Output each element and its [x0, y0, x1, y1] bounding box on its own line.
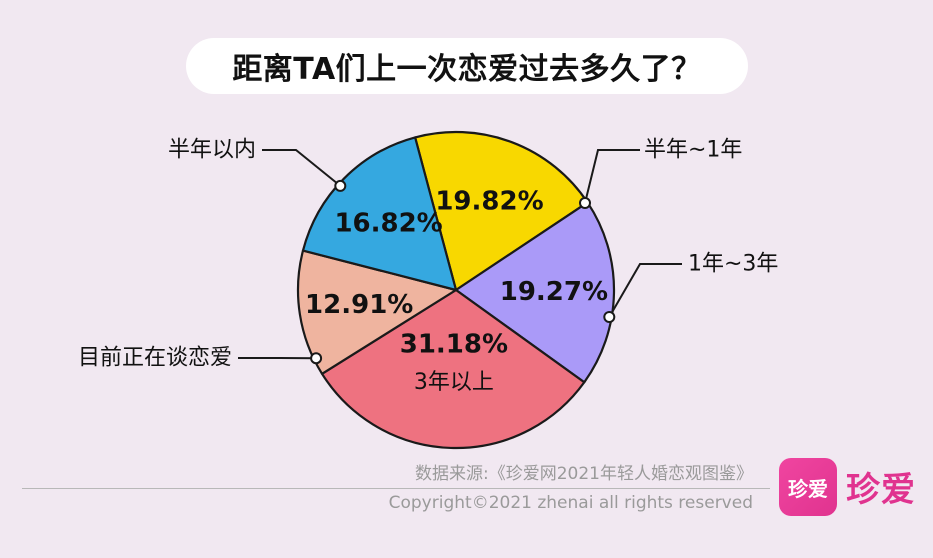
- leader-dot: [579, 197, 591, 209]
- leader-line: [608, 263, 682, 318]
- pie-slice: [296, 249, 458, 375]
- leader-line: [584, 149, 640, 204]
- slice-value-label: 16.82%: [334, 208, 442, 238]
- slice-value-label: 12.91%: [305, 290, 413, 320]
- slice-value-label: 31.18%: [400, 329, 508, 359]
- pie-slice: [414, 130, 589, 292]
- pie-slice: [320, 288, 586, 450]
- leader-dot: [310, 352, 323, 365]
- footer-divider: [22, 488, 770, 489]
- copyright-text: Copyright©2021 zhenai all rights reserve…: [388, 493, 753, 513]
- logo-badge-text: 珍爱: [788, 476, 828, 501]
- leader-dot: [603, 311, 616, 323]
- slice-value-label: 19.27%: [500, 277, 608, 307]
- slice-category-label: 半年~1年: [644, 138, 742, 163]
- zhenai-logo-icon: 珍爱: [779, 458, 837, 516]
- leader-line: [262, 149, 341, 187]
- leader-dot: [334, 179, 347, 192]
- slice-category-label: 3年以上: [414, 370, 494, 395]
- slice-category-label: 目前正在谈恋爱: [78, 346, 232, 371]
- chart-title-text: 距离TA们上一次恋爱过去多久了？: [232, 52, 702, 87]
- data-source: 数据来源:《珍爱网2021年轻人婚恋观图鉴》: [415, 464, 753, 484]
- brand-name: 珍爱: [846, 470, 916, 510]
- chart-title: 距离TA们上一次恋爱过去多久了？: [186, 38, 748, 94]
- pie-slice: [454, 201, 616, 384]
- pie-slice: [301, 136, 458, 292]
- slice-value-label: 19.82%: [435, 186, 543, 216]
- slice-category-label: 半年以内: [168, 138, 256, 163]
- slice-category-label: 1年~3年: [688, 252, 778, 277]
